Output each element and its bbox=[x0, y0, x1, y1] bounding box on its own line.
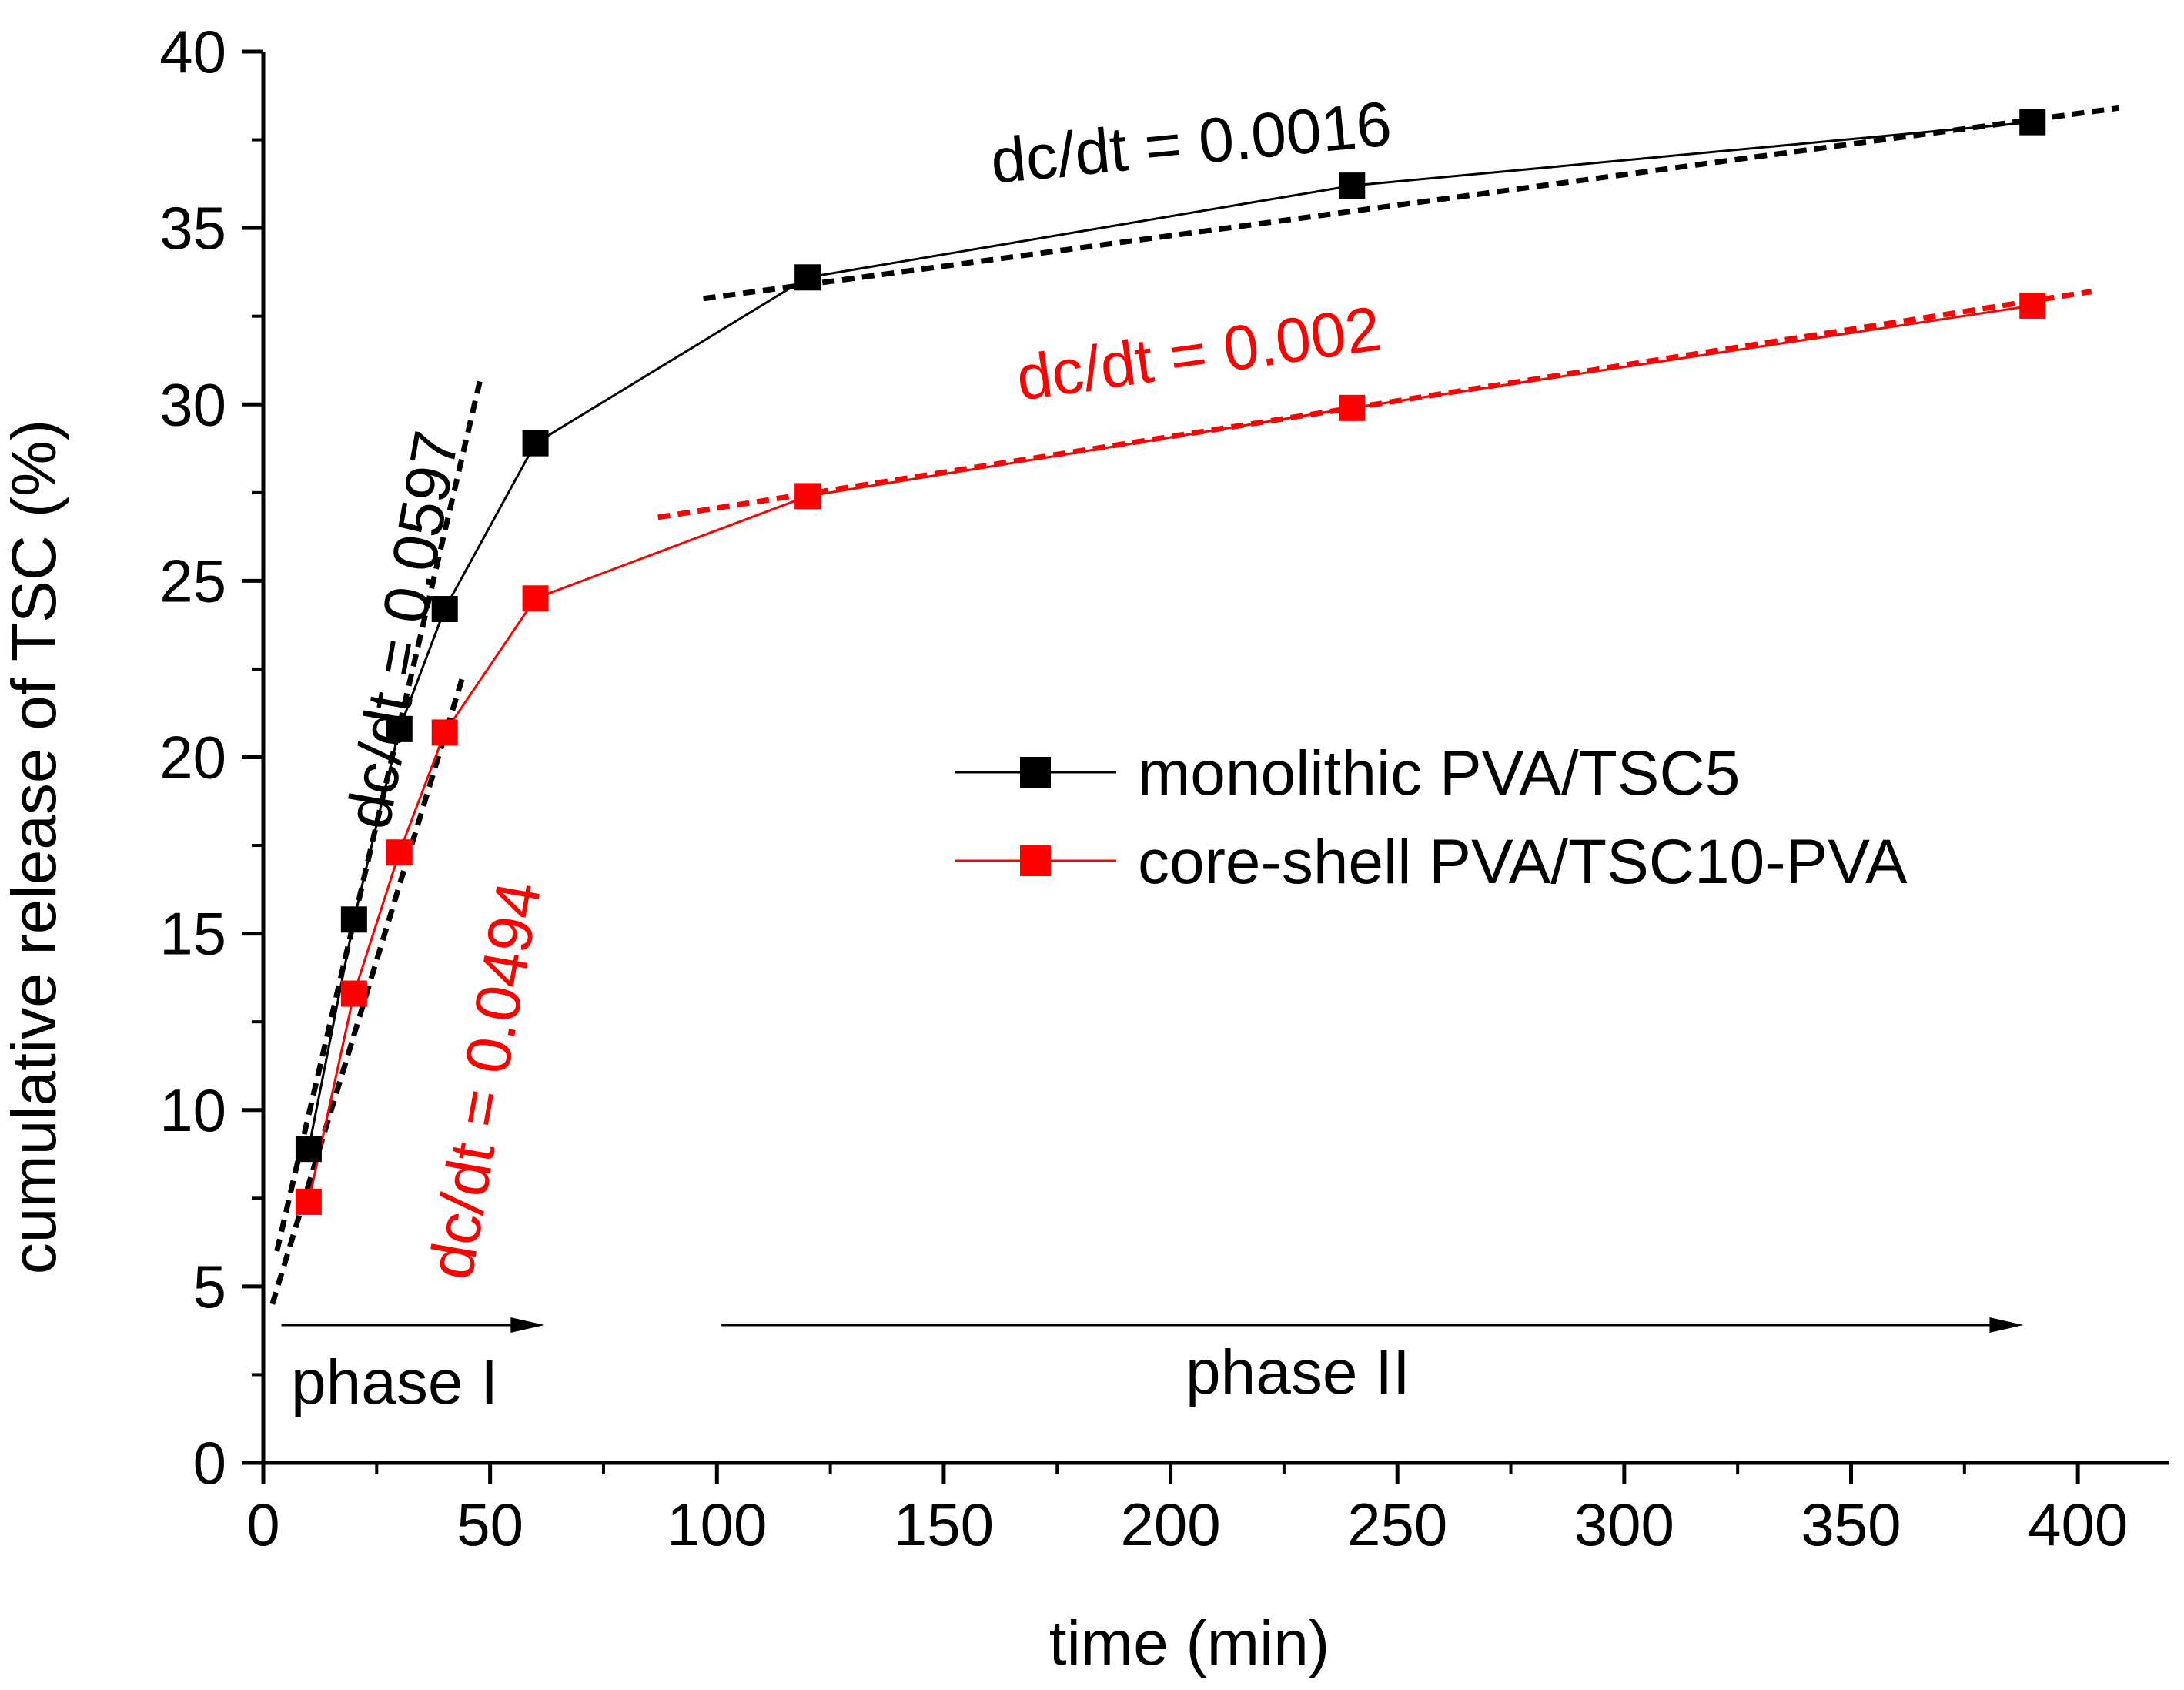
data-point bbox=[340, 906, 367, 933]
data-point bbox=[794, 264, 821, 291]
x-tick-label: 350 bbox=[1801, 1491, 1901, 1558]
data-point bbox=[295, 1188, 322, 1215]
x-tick-label: 100 bbox=[667, 1491, 767, 1558]
series-line-1 bbox=[307, 304, 2033, 1203]
data-point bbox=[794, 483, 821, 510]
data-point bbox=[1339, 394, 1366, 421]
y-axis-title: cumulative release of TSC (%) bbox=[0, 420, 69, 1274]
y-tick-label: 20 bbox=[159, 724, 226, 791]
data-point bbox=[431, 719, 458, 746]
data-point bbox=[2019, 292, 2046, 319]
legend-marker-coreshell bbox=[1020, 845, 1051, 876]
data-point bbox=[2019, 109, 2046, 136]
phase-arrows bbox=[281, 1317, 2024, 1333]
y-tick-label: 30 bbox=[159, 370, 226, 438]
data-point bbox=[522, 430, 549, 457]
data-point bbox=[386, 839, 413, 866]
fit-phase2-monolithic bbox=[703, 105, 2119, 302]
x-tick-label: 50 bbox=[457, 1491, 523, 1558]
phase-arrow-head-2 bbox=[1989, 1317, 2024, 1333]
legend-label-coreshell: core-shell PVA/TSC10-PVA bbox=[1138, 827, 1908, 897]
y-tick-label: 5 bbox=[193, 1253, 226, 1320]
legend-marker-monolithic bbox=[1020, 757, 1051, 788]
annotation-slope-phase1-coreshell: dc/dt = 0.0494 bbox=[416, 876, 554, 1284]
series-line-0 bbox=[307, 121, 2033, 1150]
fit-lines bbox=[269, 105, 2119, 1305]
x-axis-title: time (min) bbox=[1049, 1608, 1329, 1678]
y-tick-label: 40 bbox=[159, 18, 226, 85]
y-tick-label: 35 bbox=[159, 194, 226, 262]
phase-label-1: phase I bbox=[291, 1347, 498, 1417]
phase-label-2: phase II bbox=[1186, 1337, 1410, 1407]
data-point bbox=[295, 1136, 322, 1163]
annotation-slope-phase2-coreshell: dc/dt = 0.002 bbox=[1012, 293, 1385, 413]
x-tick-label: 250 bbox=[1347, 1491, 1447, 1558]
ticks: 0 50 100 150 200 250 300 350 400 0 5 10 15 20 25 30 35 40 bbox=[159, 18, 2128, 1558]
annotation-slope-phase1-monolithic: dc/dt = 0.0597 bbox=[333, 426, 472, 834]
data-point bbox=[522, 585, 549, 612]
legend-label-monolithic: monolithic PVA/TSC5 bbox=[1138, 738, 1740, 808]
x-tick-label: 300 bbox=[1574, 1491, 1674, 1558]
y-tick-label: 0 bbox=[193, 1429, 226, 1497]
annotation-slope-phase2-monolithic: dc/dt = 0.0016 bbox=[988, 89, 1394, 197]
data-point bbox=[386, 715, 413, 742]
series-lines bbox=[307, 121, 2033, 1203]
x-tick-label: 0 bbox=[246, 1491, 279, 1558]
data-point bbox=[340, 980, 367, 1007]
data-point bbox=[1339, 172, 1366, 199]
y-tick-label: 25 bbox=[159, 547, 226, 614]
legend: monolithic PVA/TSC5 core-shell PVA/TSC10… bbox=[955, 738, 1908, 897]
x-tick-label: 200 bbox=[1121, 1491, 1221, 1558]
data-point bbox=[431, 596, 458, 623]
markers bbox=[295, 109, 2046, 1215]
x-tick-label: 400 bbox=[2028, 1491, 2128, 1558]
y-tick-label: 15 bbox=[159, 900, 226, 968]
y-tick-label: 10 bbox=[159, 1076, 226, 1144]
x-tick-label: 150 bbox=[894, 1491, 994, 1558]
phase-arrow-head-1 bbox=[510, 1317, 545, 1333]
